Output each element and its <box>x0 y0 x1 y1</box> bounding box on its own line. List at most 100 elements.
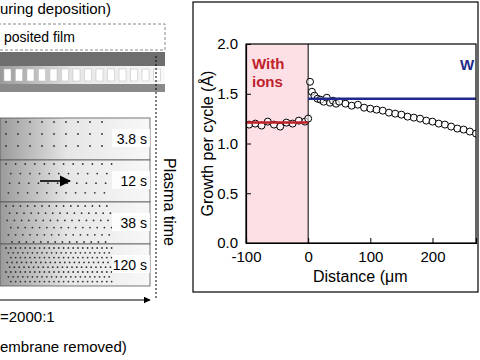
deposit-dot <box>59 262 61 264</box>
deposit-dot <box>32 252 34 254</box>
deposit-dot <box>54 262 56 264</box>
deposit-dot <box>89 121 91 123</box>
deposit-dot <box>106 173 108 175</box>
deposit-dot <box>84 205 86 207</box>
deposit-dot <box>56 192 58 194</box>
deposit-dot <box>101 257 103 259</box>
figure: uring deposition)posited film3.8 s12 s38… <box>0 0 480 360</box>
deposit-dot <box>63 271 65 273</box>
deposit-dot <box>7 276 9 278</box>
deposit-dot <box>66 266 68 268</box>
deposit-dot <box>12 252 14 254</box>
deposit-dot <box>27 276 29 278</box>
panel <box>0 202 150 244</box>
deposit-dot <box>21 262 23 264</box>
deposit-dot <box>81 266 83 268</box>
deposit-dot <box>96 281 98 283</box>
deposit-dot <box>22 276 24 278</box>
y-tick-mark <box>246 144 251 145</box>
deposit-dot <box>66 182 68 184</box>
deposit-dot <box>6 262 8 264</box>
deposit-dot <box>52 266 54 268</box>
deposit-dot <box>15 271 17 273</box>
deposit-dot <box>18 266 20 268</box>
deposit-dot <box>88 212 90 214</box>
deposit-dot <box>29 271 31 273</box>
y-tick-mark <box>246 94 251 95</box>
deposit-dot <box>5 163 7 165</box>
deposit-dot <box>20 205 22 207</box>
deposit-dot <box>20 247 22 249</box>
deposit-dot <box>51 234 53 236</box>
deposit-dot <box>77 133 79 135</box>
deposit-dot <box>87 257 89 259</box>
x-tick-label: 100 <box>358 248 383 265</box>
deposit-dot <box>22 234 24 236</box>
deposit-dot <box>77 121 79 123</box>
deposit-dot <box>99 205 101 207</box>
deposit-dot <box>15 234 17 236</box>
deposit-dot <box>89 252 91 254</box>
deposit-dot <box>93 262 95 264</box>
deposit-dot <box>32 227 34 229</box>
annotation: W <box>460 56 475 73</box>
deposit-dot <box>92 271 94 273</box>
deposit-dot <box>53 281 55 283</box>
deposit-dot <box>29 133 31 135</box>
deposit-dot <box>108 252 110 254</box>
deposit-dot <box>92 163 94 165</box>
deposit-dot <box>77 271 79 273</box>
deposit-dot <box>92 247 94 249</box>
deposit-dot <box>9 266 11 268</box>
deposit-dot <box>77 173 79 175</box>
deposit-dot <box>11 262 13 264</box>
deposit-dot <box>78 220 80 222</box>
deposit-dot <box>45 212 47 214</box>
deposit-dot <box>82 163 84 165</box>
x-tick-label: 200 <box>420 248 445 265</box>
deposit-dot <box>46 227 48 229</box>
deposit-dot <box>111 247 113 249</box>
deposit-dot <box>46 252 48 254</box>
deposit-dot <box>44 163 46 165</box>
deposit-dot <box>75 192 77 194</box>
pore <box>154 69 161 81</box>
deposit-dot <box>21 220 23 222</box>
deposit-dot <box>82 271 84 273</box>
deposit-dot <box>44 247 46 249</box>
deposit-dot <box>84 192 86 194</box>
deposit-dot <box>17 133 19 135</box>
deposit-dot <box>77 205 79 207</box>
y-axis-title: Growth per cycle (Å) <box>198 71 216 217</box>
deposit-dot <box>75 252 77 254</box>
deposit-dot <box>58 173 60 175</box>
y-axis-line <box>247 45 252 244</box>
deposit-dot <box>12 276 14 278</box>
deposit-dot <box>65 276 67 278</box>
deposit-dot <box>99 252 101 254</box>
deposit-dot <box>58 247 60 249</box>
deposit-dot <box>20 271 22 273</box>
deposit-dot <box>63 247 65 249</box>
deposit-dot <box>56 276 58 278</box>
deposit-dot <box>48 173 50 175</box>
deposit-dot <box>111 281 113 283</box>
deposit-dot <box>94 234 96 236</box>
deposit-dot <box>40 262 42 264</box>
y-tick-mark <box>246 44 251 45</box>
deposit-dot <box>7 252 9 254</box>
deposit-dot <box>63 205 65 207</box>
panel <box>0 118 150 160</box>
deposit-dot <box>62 241 64 243</box>
deposit-dot <box>53 133 55 135</box>
deposit-dot <box>59 212 61 214</box>
panel-label: 38 s <box>121 215 147 231</box>
fit-line <box>308 97 476 100</box>
deposit-dot <box>89 276 91 278</box>
deposit-dot <box>58 257 60 259</box>
deposit-dot <box>86 220 88 222</box>
deposit-dot <box>68 257 70 259</box>
deposit-dot <box>5 133 7 135</box>
plot-area <box>246 44 476 243</box>
deposit-dot <box>17 252 19 254</box>
